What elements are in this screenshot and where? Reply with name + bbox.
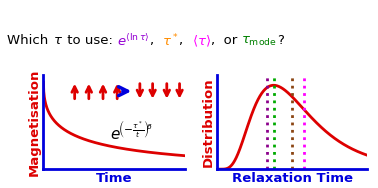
Text: ,: , [150, 34, 163, 48]
Text: $e^{\langle\ln\tau\rangle}$: $e^{\langle\ln\tau\rangle}$ [117, 33, 150, 49]
Text: to use:: to use: [63, 34, 117, 48]
Text: ?: ? [277, 34, 284, 48]
X-axis label: Relaxation Time: Relaxation Time [231, 172, 353, 185]
Text: $\tau_{\mathrm{mode}}$: $\tau_{\mathrm{mode}}$ [241, 34, 277, 48]
Y-axis label: Magnetisation: Magnetisation [28, 68, 41, 176]
Text: $e^{\!\left(-\frac{\tau^*}{t}\right)^{\!\!\beta}}$: $e^{\!\left(-\frac{\tau^*}{t}\right)^{\!… [110, 120, 153, 143]
Text: $\tau$: $\tau$ [53, 34, 63, 48]
X-axis label: Time: Time [96, 172, 133, 185]
Text: ,: , [179, 34, 192, 48]
Text: Which: Which [8, 34, 53, 48]
Y-axis label: Distribution: Distribution [201, 77, 215, 167]
Text: $\tau^*$: $\tau^*$ [163, 33, 179, 49]
Text: $\langle\tau\rangle$: $\langle\tau\rangle$ [192, 33, 211, 49]
Text: ,  or: , or [211, 34, 241, 48]
